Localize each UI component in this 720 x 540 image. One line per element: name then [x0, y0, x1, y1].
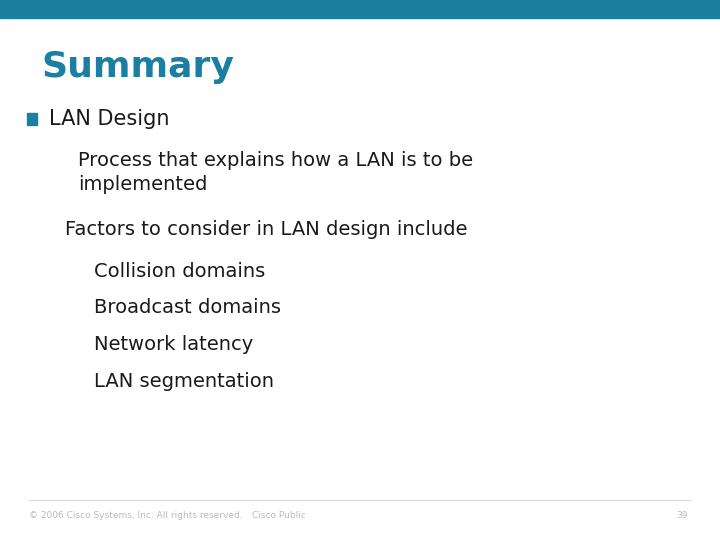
Text: Broadcast domains: Broadcast domains — [94, 298, 281, 318]
Bar — [27, 113, 37, 125]
Text: 39: 39 — [676, 511, 688, 520]
Text: Collision domains: Collision domains — [94, 261, 265, 281]
Text: © 2006 Cisco Systems, Inc. All rights reserved.: © 2006 Cisco Systems, Inc. All rights re… — [29, 511, 243, 520]
Text: Summary: Summary — [42, 51, 235, 84]
Text: Network latency: Network latency — [94, 335, 253, 354]
Text: LAN segmentation: LAN segmentation — [94, 372, 274, 391]
Text: Factors to consider in LAN design include: Factors to consider in LAN design includ… — [65, 220, 467, 239]
Text: Process that explains how a LAN is to be
implemented: Process that explains how a LAN is to be… — [78, 151, 473, 194]
Text: LAN Design: LAN Design — [49, 109, 169, 129]
Text: Cisco Public: Cisco Public — [252, 511, 306, 520]
